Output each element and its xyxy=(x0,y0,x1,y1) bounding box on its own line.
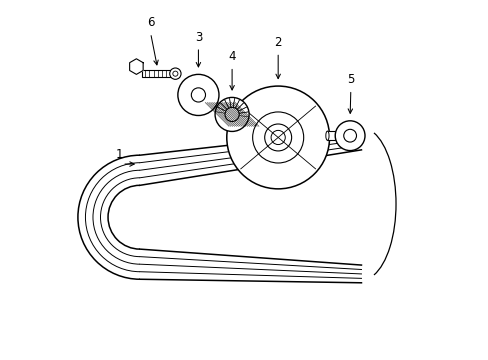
Circle shape xyxy=(169,68,181,79)
FancyBboxPatch shape xyxy=(327,131,335,140)
Circle shape xyxy=(178,75,219,116)
Text: 3: 3 xyxy=(194,31,202,44)
Circle shape xyxy=(226,86,329,189)
Polygon shape xyxy=(129,59,143,75)
Ellipse shape xyxy=(325,131,328,140)
Text: 4: 4 xyxy=(228,50,235,63)
Text: 1: 1 xyxy=(116,148,123,161)
Circle shape xyxy=(215,98,248,131)
Circle shape xyxy=(191,88,205,102)
Text: 6: 6 xyxy=(146,16,154,30)
Circle shape xyxy=(343,129,356,142)
Circle shape xyxy=(335,121,364,150)
Bar xyxy=(142,71,179,77)
Text: 2: 2 xyxy=(274,36,282,49)
Circle shape xyxy=(264,124,291,151)
Text: 5: 5 xyxy=(346,73,354,86)
Circle shape xyxy=(172,71,178,76)
Circle shape xyxy=(270,130,285,145)
Circle shape xyxy=(252,112,303,163)
Circle shape xyxy=(224,107,239,122)
